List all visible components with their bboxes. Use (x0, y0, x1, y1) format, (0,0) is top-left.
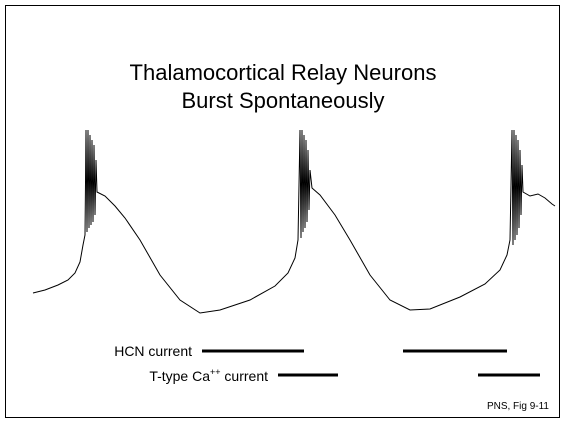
hcn-label: HCN current (114, 343, 192, 359)
t-type-label: T-type Ca++ current (149, 367, 268, 384)
t-type-label-rest: current (221, 368, 269, 384)
title-line-2: Burst Spontaneously (181, 88, 384, 113)
t-type-label-sup: ++ (210, 367, 221, 377)
footnote: PNS, Fig 9-11 (487, 401, 549, 412)
t-type-label-base: T-type Ca (149, 368, 210, 384)
slide-border (5, 5, 560, 418)
title-line-1: Thalamocortical Relay Neurons (130, 60, 437, 85)
voltage-trace (32, 129, 556, 314)
